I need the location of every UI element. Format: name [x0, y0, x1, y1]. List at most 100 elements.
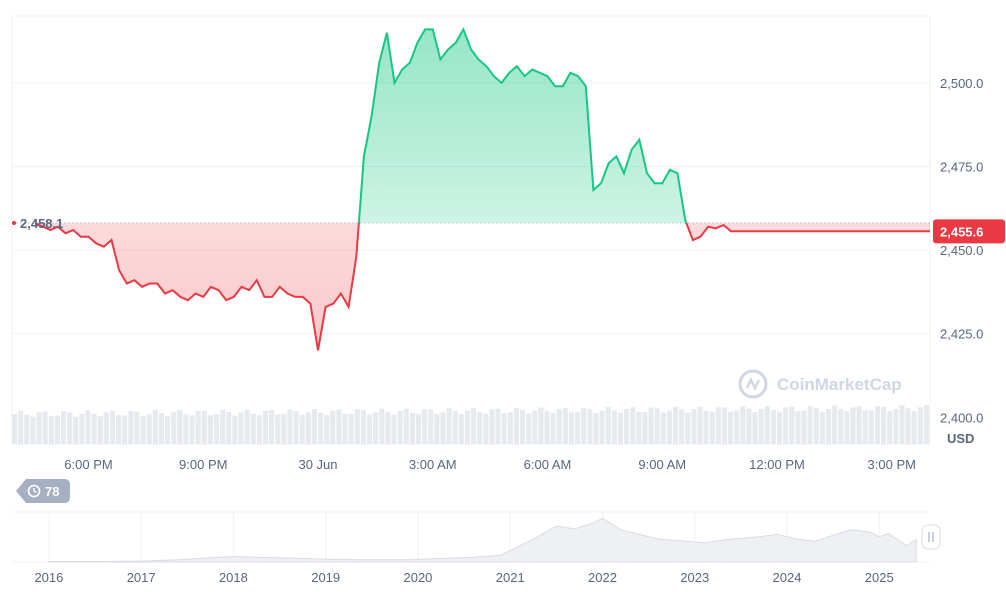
volume-bar: [391, 414, 397, 444]
volume-bar: [666, 410, 672, 444]
volume-bar: [501, 413, 507, 444]
volume-bar: [789, 406, 795, 444]
volume-bar: [54, 415, 60, 444]
navigator-area: [48, 517, 917, 563]
area-above-reference: [358, 29, 687, 223]
volume-bar: [281, 413, 287, 444]
volume-bar: [825, 408, 832, 444]
area-below-reference: [35, 222, 930, 351]
volume-bar: [311, 409, 317, 444]
volume-bar: [887, 411, 893, 444]
volume-bar: [513, 407, 519, 444]
volume-bar: [18, 410, 24, 444]
volume-bar: [30, 416, 36, 444]
volume-bar: [636, 411, 642, 444]
volume-bar: [238, 412, 244, 444]
volume-bar: [158, 412, 164, 444]
volume-bar: [856, 405, 862, 444]
volume-bar: [299, 415, 305, 444]
volume-bar: [526, 413, 532, 444]
price-line-down[interactable]: [34, 29, 930, 351]
volume-bar: [568, 412, 575, 444]
volume-bar: [654, 408, 660, 444]
volume-bar: [12, 414, 18, 444]
volume-bar: [97, 416, 103, 444]
volume-bar: [440, 412, 446, 444]
x-tick-label: 30 Jun: [298, 457, 337, 472]
volume-bar: [42, 411, 48, 444]
volume-bars: [12, 405, 929, 444]
volume-bar: [758, 408, 764, 444]
volume-bar: [318, 412, 324, 444]
volume-bar: [354, 409, 360, 444]
volume-bar: [366, 414, 373, 444]
volume-bar: [550, 413, 556, 444]
volume-bar: [905, 408, 911, 444]
navigator-handle-bg[interactable]: [921, 524, 941, 550]
volume-bar: [648, 407, 654, 444]
x-tick-label: 9:00 PM: [179, 457, 227, 472]
volume-bar: [250, 413, 256, 444]
volume-bar: [519, 409, 526, 444]
volume-bar: [452, 410, 458, 444]
volume-bar: [672, 406, 679, 444]
volume-bar: [146, 414, 152, 444]
volume-bar: [642, 412, 648, 444]
volume-bar: [624, 408, 630, 444]
reference-dot: [12, 220, 16, 225]
volume-bar: [379, 408, 385, 444]
volume-bar: [244, 409, 250, 444]
y-tick-label: 2,475.0: [940, 159, 983, 174]
navigator[interactable]: 2016 2017 2018 2019 2020 2021 2022 2023 2024 2025: [12, 511, 941, 585]
price-line-up[interactable]: [35, 27, 930, 350]
x-tick-label: 9:00 AM: [638, 457, 686, 472]
navigator-year-label: 2021: [496, 570, 525, 585]
volume-bar: [770, 409, 776, 444]
volume-bar: [587, 409, 593, 444]
navigator-handle[interactable]: [921, 524, 941, 550]
y-axis: 2,500.0 2,475.0 2,450.0 2,425.0 2,400.0: [940, 76, 983, 425]
volume-bar: [538, 407, 544, 444]
history-badge-bg: [16, 479, 70, 503]
volume-bar: [232, 415, 238, 444]
x-tick-label: 6:00 PM: [64, 457, 112, 472]
volume-bar: [734, 410, 740, 444]
history-count: 78: [45, 484, 59, 499]
volume-bar: [116, 415, 122, 444]
current-price-bg: [933, 219, 1005, 244]
volume-bar: [728, 411, 734, 444]
volume-bar: [838, 409, 844, 444]
volume-bar: [813, 407, 819, 444]
x-tick-label: 6:00 AM: [524, 457, 572, 472]
volume-bar: [679, 409, 685, 444]
volume-bar: [85, 410, 91, 444]
volume-bar: [79, 414, 85, 444]
volume-bar: [140, 415, 146, 444]
volume-bar: [134, 411, 140, 444]
logo-mark-icon: [745, 377, 761, 391]
x-axis: 6:00 PM 9:00 PM 30 Jun 3:00 AM 6:00 AM 9:00 A…: [64, 457, 916, 472]
volume-bar: [874, 405, 881, 444]
volume-bar: [195, 410, 201, 444]
history-badge[interactable]: 78: [16, 479, 70, 503]
navigator-year-label: 2018: [219, 570, 248, 585]
volume-bar: [73, 416, 79, 444]
volume-bar: [471, 408, 477, 444]
volume-bar: [495, 408, 501, 444]
volume-bar: [67, 412, 73, 444]
navigator-year-label: 2022: [588, 570, 617, 585]
volume-bar: [152, 410, 158, 444]
volume-bar: [226, 412, 232, 444]
volume-bar: [593, 413, 599, 444]
volume-bar: [617, 412, 623, 444]
volume-bar: [801, 410, 807, 444]
volume-bar: [764, 406, 770, 444]
currency-unit: USD: [947, 431, 974, 446]
brand-watermark: CoinMarketCap: [738, 369, 902, 399]
volume-bar: [36, 412, 42, 444]
volume-bar: [917, 407, 923, 444]
volume-bar: [373, 412, 379, 444]
volume-bar: [428, 409, 434, 444]
volume-bar: [122, 415, 128, 444]
